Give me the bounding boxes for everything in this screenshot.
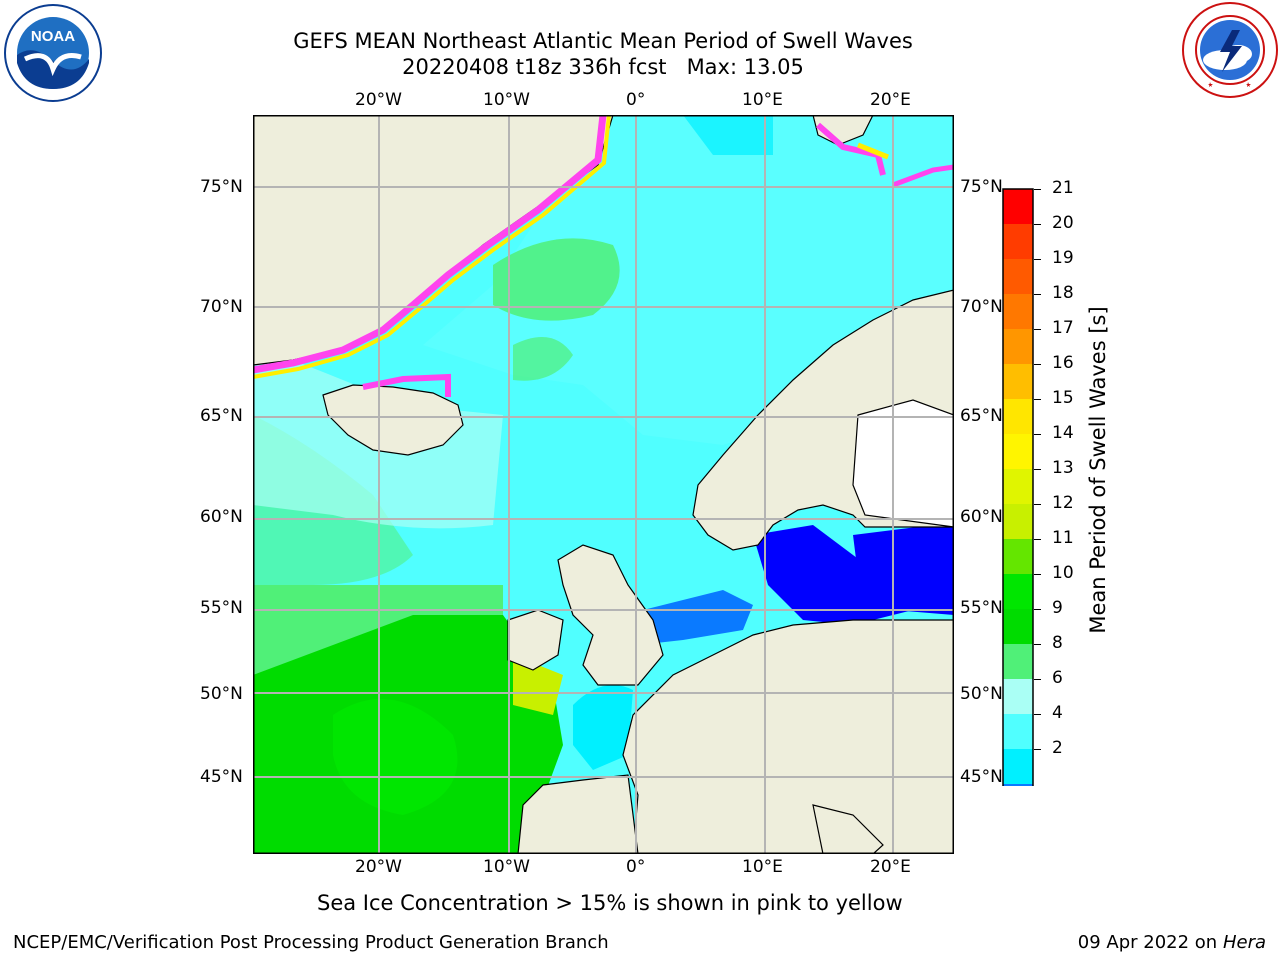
colorbar-tick-label: 13 (1052, 458, 1074, 478)
colorbar-swatch (1003, 364, 1033, 399)
colorbar-tick-label: 19 (1052, 248, 1074, 268)
colorbar-swatch (1003, 504, 1033, 539)
colorbar-swatch (1003, 399, 1033, 434)
colorbar-swatch (1003, 259, 1033, 294)
colorbar-tick-mark (1034, 714, 1041, 715)
colorbar-tick-label: 17 (1052, 318, 1074, 338)
colorbar-label: Mean Period of Swell Waves [s] (1086, 306, 1110, 634)
colorbar-tick-mark (1034, 539, 1041, 540)
colorbar-tick-label: 20 (1052, 213, 1074, 233)
noaa-logo-text: NOAA (31, 28, 75, 45)
colorbar-tick-mark (1034, 329, 1041, 330)
colorbar-tick-label: 2 (1052, 738, 1063, 758)
colorbar-tick-mark (1034, 504, 1041, 505)
lat-label-right-55n: 55°N (960, 598, 1003, 618)
colorbar-tick-label: 9 (1052, 598, 1063, 618)
lat-label-right-75n: 75°N (960, 177, 1003, 197)
colorbar-swatch (1003, 539, 1033, 574)
lat-label-right-70n: 70°N (960, 297, 1003, 317)
lat-label-left-55n: 55°N (200, 598, 243, 618)
colorbar-swatch (1003, 189, 1033, 224)
colorbar-tick-mark (1034, 644, 1041, 645)
lat-label-right-65n: 65°N (960, 406, 1003, 426)
lon-label-top-20e: 20°E (870, 90, 911, 110)
colorbar-tick-mark (1034, 399, 1041, 400)
colorbar-tick-label: 10 (1052, 563, 1074, 583)
lon-label-bottom-10e: 10°E (742, 857, 783, 877)
lat-label-right-45n: 45°N (960, 767, 1003, 787)
colorbar-swatch (1003, 294, 1033, 329)
colorbar-swatch (1003, 644, 1033, 679)
lon-label-bottom-20w: 20°W (355, 857, 402, 877)
colorbar-tick-mark (1034, 189, 1041, 190)
lat-label-left-70n: 70°N (200, 297, 243, 317)
lon-label-top-0: 0° (626, 90, 646, 110)
footer-date: 09 Apr 2022 on Hera (1078, 932, 1266, 953)
colorbar-tick-label: 21 (1052, 178, 1074, 198)
colorbar-swatch (1003, 434, 1033, 469)
colorbar-tick-label: 4 (1052, 703, 1063, 723)
lon-label-bottom-10w: 10°W (483, 857, 530, 877)
chart-subtitle: 20220408 t18z 336h fcst Max: 13.05 (402, 55, 804, 79)
colorbar-tick-mark (1034, 574, 1041, 575)
colorbar-tick-label: 11 (1052, 528, 1074, 548)
swell-period-map (253, 115, 954, 854)
lon-label-top-10e: 10°E (742, 90, 783, 110)
lon-label-bottom-0: 0° (626, 857, 646, 877)
colorbar-swatch (1003, 784, 1033, 819)
sea-ice-edge (253, 115, 954, 397)
nws-logo (1180, 0, 1280, 100)
footer-date-text: 09 Apr 2022 on (1077, 932, 1223, 953)
chart-title: GEFS MEAN Northeast Atlantic Mean Period… (293, 29, 913, 53)
colorbar-tick-label: 18 (1052, 283, 1074, 303)
colorbar-tick-mark (1034, 609, 1041, 610)
colorbar-tick-mark (1034, 259, 1041, 260)
colorbar-swatch (1003, 609, 1033, 644)
colorbar-swatch (1003, 329, 1033, 364)
graticule (253, 115, 954, 854)
colorbar-tick-label: 8 (1052, 633, 1063, 653)
colorbar-swatch (1003, 469, 1033, 504)
colorbar-tick-mark (1034, 469, 1041, 470)
footer-credit: NCEP/EMC/Verification Post Processing Pr… (13, 932, 609, 953)
lon-label-top-10w: 10°W (483, 90, 530, 110)
colorbar-swatches (1002, 188, 1034, 851)
colorbar-swatch (1003, 679, 1033, 714)
colorbar-tick-label: 12 (1052, 493, 1074, 513)
colorbar-swatch (1003, 574, 1033, 609)
map-panel (253, 115, 954, 854)
lat-label-left-65n: 65°N (200, 406, 243, 426)
lon-label-bottom-20e: 20°E (870, 857, 911, 877)
colorbar-swatch (1003, 224, 1033, 259)
lat-label-left-45n: 45°N (200, 767, 243, 787)
lat-label-right-60n: 60°N (960, 507, 1003, 527)
colorbar (1000, 186, 1040, 851)
lat-label-right-50n: 50°N (960, 684, 1003, 704)
footer-machine: Hera (1222, 932, 1266, 953)
colorbar-tick-mark (1034, 364, 1041, 365)
lat-label-left-60n: 60°N (200, 507, 243, 527)
noaa-logo: NOAA (3, 3, 103, 103)
colorbar-tick-label: 15 (1052, 388, 1074, 408)
colorbar-tick-mark (1034, 294, 1041, 295)
colorbar-tick-label: 16 (1052, 353, 1074, 373)
colorbar-tick-label: 6 (1052, 668, 1063, 688)
colorbar-tick-mark (1034, 749, 1041, 750)
colorbar-swatch (1003, 749, 1033, 784)
colorbar-swatch (1003, 714, 1033, 749)
lat-label-left-75n: 75°N (200, 177, 243, 197)
colorbar-tick-mark (1034, 679, 1041, 680)
colorbar-tick-mark (1034, 434, 1041, 435)
lon-label-top-20w: 20°W (355, 90, 402, 110)
lat-label-left-50n: 50°N (200, 684, 243, 704)
colorbar-tick-mark (1034, 224, 1041, 225)
colorbar-tick-label: 14 (1052, 423, 1074, 443)
sea-ice-note: Sea Ice Concentration > 15% is shown in … (317, 891, 903, 915)
